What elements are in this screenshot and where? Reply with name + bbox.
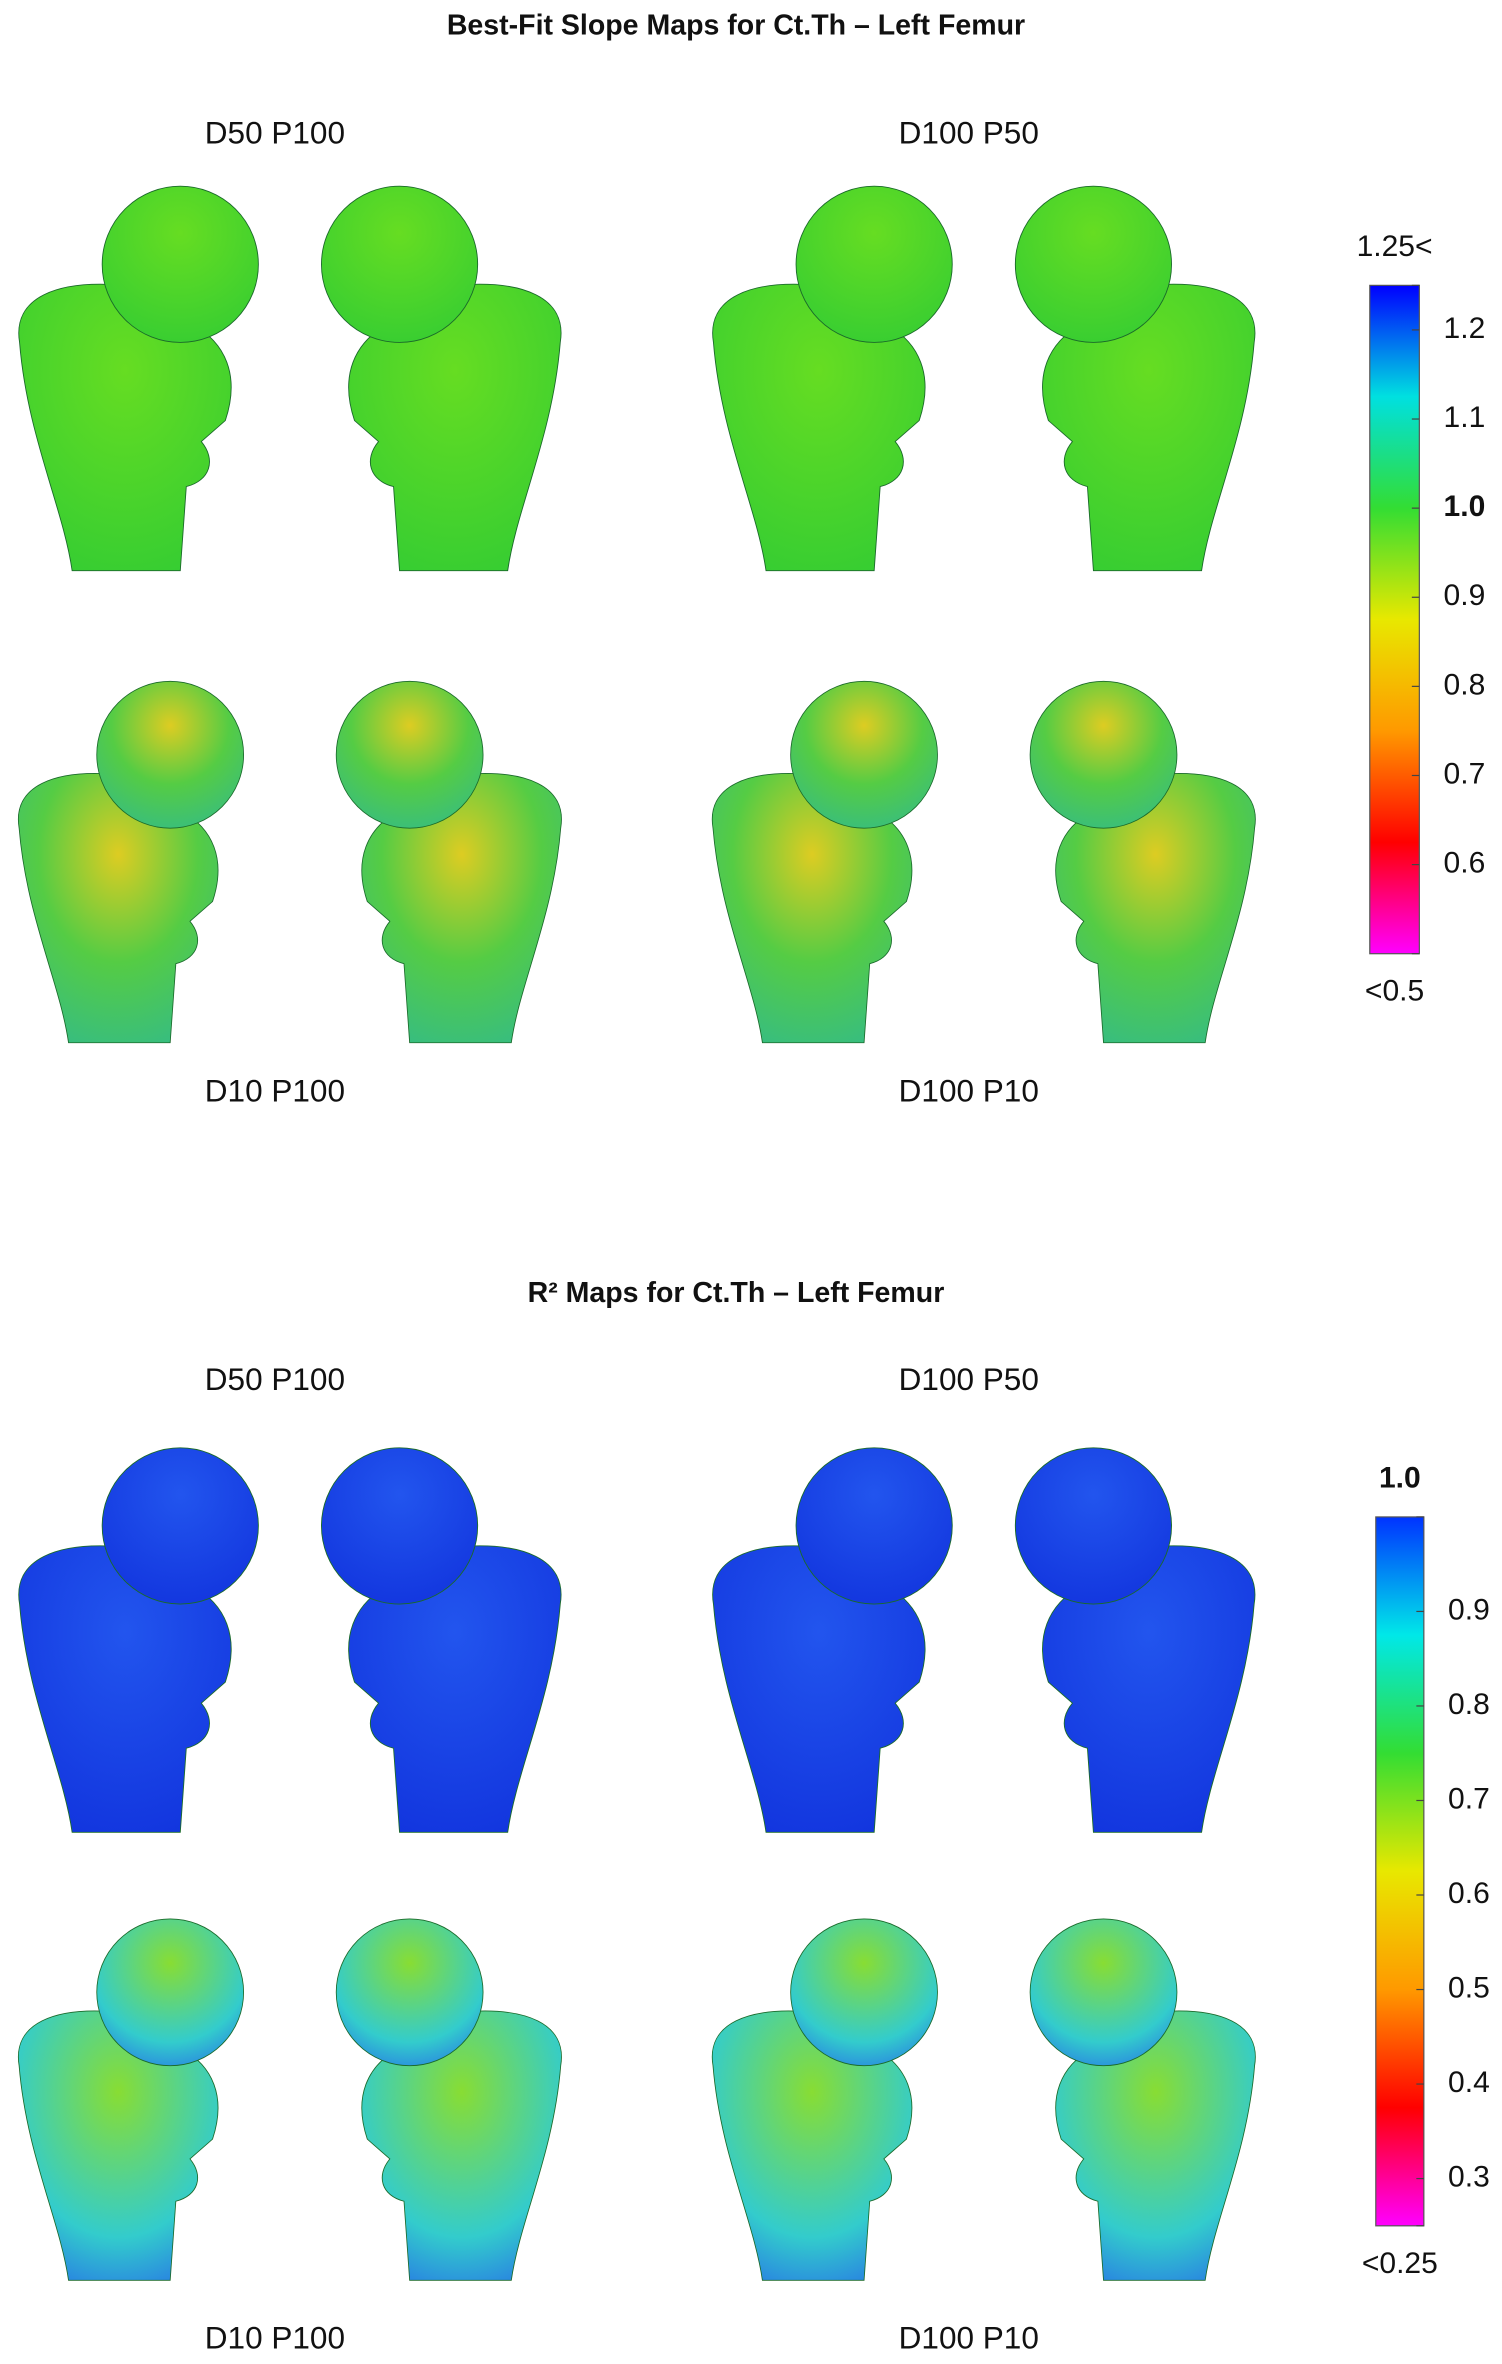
panel-label: D10 P100 xyxy=(205,2319,345,2355)
femur-anterior xyxy=(711,1918,939,2282)
panel-label: D100 P50 xyxy=(899,114,1039,150)
colorbar-tick-label: 0.4 xyxy=(1448,2066,1490,2099)
femur-posterior xyxy=(320,1447,562,1834)
colorbar-tick-label: <0.5 xyxy=(1365,975,1424,1008)
panel-label: D100 P10 xyxy=(899,1073,1039,1109)
femur-maps xyxy=(17,185,1257,2282)
colorbar-tick-label: 0.9 xyxy=(1444,579,1486,612)
figure-title: R² Maps for Ct.Th – Left Femur xyxy=(528,1277,945,1309)
colorbar-tick-label: 1.2 xyxy=(1444,312,1486,345)
colorbar-tick-label: 0.8 xyxy=(1444,668,1486,701)
colorbar-tick-label: 0.6 xyxy=(1444,847,1486,880)
femur-anterior xyxy=(17,680,245,1044)
femur-anterior xyxy=(18,185,260,572)
colorbar-tick-label: 0.3 xyxy=(1448,2161,1490,2194)
femur-posterior xyxy=(320,185,562,572)
femur-posterior xyxy=(1014,1447,1256,1834)
colorbar-tick-label: 0.7 xyxy=(1448,1782,1490,1815)
femur-posterior xyxy=(335,680,563,1044)
femur-anterior xyxy=(17,1918,245,2282)
femur-anterior xyxy=(711,680,939,1044)
femur-anterior xyxy=(711,1447,954,1834)
femur-posterior xyxy=(335,1918,563,2282)
colorbar-tick-label: 1.1 xyxy=(1444,401,1486,434)
panel-label: D100 P10 xyxy=(899,2319,1039,2355)
colorbar-tick-label: 0.6 xyxy=(1448,1877,1490,1910)
colorbar-tick-label: 0.8 xyxy=(1448,1688,1490,1721)
panel-label: D50 P100 xyxy=(205,1361,345,1397)
femur-posterior xyxy=(1029,680,1257,1044)
colorbar-tick-label: <0.25 xyxy=(1362,2247,1438,2280)
panel-label: D10 P100 xyxy=(205,1073,345,1109)
figure-title: Best-Fit Slope Maps for Ct.Th – Left Fem… xyxy=(447,10,1025,42)
colorbar-tick-label: 1.0 xyxy=(1379,1461,1421,1494)
femur-anterior xyxy=(18,1447,260,1834)
colorbar-tick-label: 1.25< xyxy=(1357,230,1433,263)
femur-posterior xyxy=(1029,1918,1257,2282)
colorbar xyxy=(1369,284,1420,955)
femur-anterior xyxy=(711,185,954,572)
colorbar xyxy=(1375,1516,1425,2227)
colorbar-tick-label: 1.0 xyxy=(1444,490,1486,523)
panel-label: D50 P100 xyxy=(205,114,345,150)
panel-label: D100 P50 xyxy=(899,1361,1039,1397)
colorbar-tick-label: 0.7 xyxy=(1444,757,1486,790)
colorbar-tick-label: 0.5 xyxy=(1448,1971,1490,2004)
colorbar-tick-label: 0.9 xyxy=(1448,1593,1490,1626)
femur-posterior xyxy=(1014,185,1256,572)
